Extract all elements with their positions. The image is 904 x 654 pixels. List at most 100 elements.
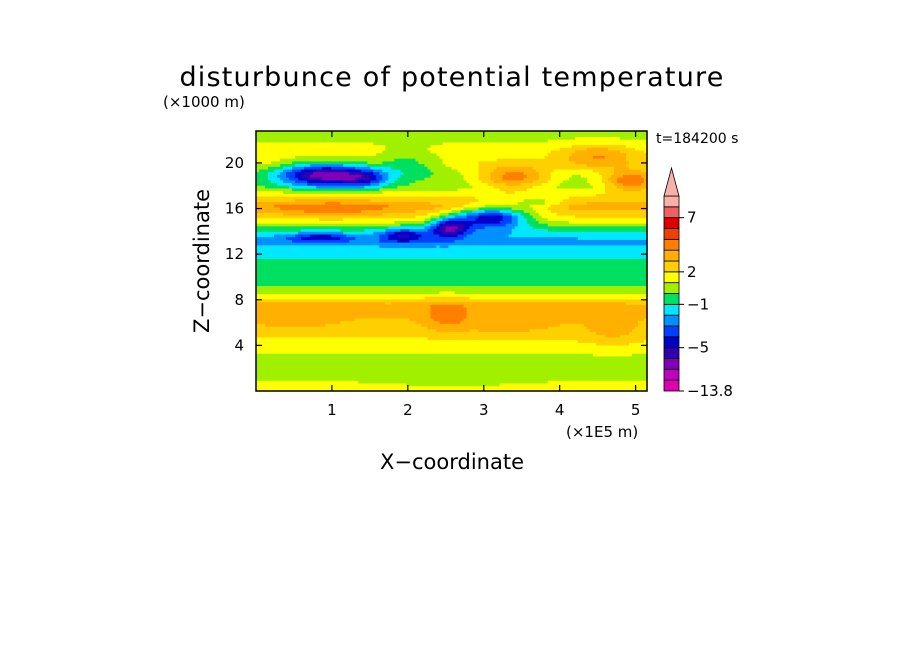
field-cell <box>586 163 627 167</box>
field-cell <box>448 212 459 216</box>
field-cell <box>511 231 648 235</box>
field-cell <box>439 214 447 219</box>
field-cell <box>358 380 549 384</box>
field-cell <box>394 179 416 184</box>
field-cell <box>298 231 344 235</box>
field-cell <box>256 355 648 360</box>
field-cell <box>295 163 311 167</box>
contour-field <box>256 131 648 392</box>
field-cell <box>616 177 645 181</box>
field-cell <box>283 190 383 194</box>
field-cell <box>256 382 407 387</box>
plot-frame <box>255 130 648 392</box>
field-cell <box>604 182 615 186</box>
field-cell <box>451 206 465 211</box>
field-cell <box>256 258 648 262</box>
field-cell <box>568 196 648 200</box>
y-axis-label: Z−coordinate <box>190 189 214 333</box>
colorbar-label: 2 <box>687 263 697 281</box>
field-cell <box>445 214 456 219</box>
field-cell <box>295 155 441 159</box>
field-cell <box>295 198 371 203</box>
field-cell <box>388 233 398 238</box>
field-cell <box>427 212 441 216</box>
field-cell <box>463 317 645 322</box>
field-cell <box>532 179 549 184</box>
field-cell <box>430 174 465 178</box>
field-cell <box>256 152 377 156</box>
field-cell <box>517 201 546 205</box>
field-cell <box>433 171 462 175</box>
field-cell <box>442 204 465 208</box>
field-cell <box>427 166 453 170</box>
field-cell <box>430 315 468 319</box>
field-cell <box>616 185 648 189</box>
field-cell <box>643 179 648 184</box>
field-cell <box>379 179 386 184</box>
field-cell <box>526 187 606 192</box>
y-tick-label: 8 <box>234 291 244 309</box>
field-cell <box>256 201 326 205</box>
field-cell <box>586 326 636 330</box>
field-cell <box>550 204 570 208</box>
field-cell <box>481 179 495 184</box>
field-cell <box>463 206 480 211</box>
field-cell <box>256 385 648 389</box>
field-cell <box>526 217 537 221</box>
field-cell <box>598 171 615 175</box>
field-cell <box>256 214 417 219</box>
field-cell <box>256 136 576 140</box>
field-cell <box>256 149 383 154</box>
field-cell <box>331 233 347 238</box>
field-cell <box>541 182 561 186</box>
field-cell <box>547 206 570 211</box>
field-cell <box>310 233 332 238</box>
field-cell <box>325 201 341 205</box>
field-cell <box>256 252 648 257</box>
field-cell <box>475 217 504 221</box>
field-cell <box>595 331 630 335</box>
field-cell <box>355 177 371 181</box>
field-cell <box>607 177 618 181</box>
y-unit-label: (×1000 m) <box>163 93 245 111</box>
field-cell <box>520 182 543 186</box>
field-cell <box>559 323 585 327</box>
field-cell <box>265 185 290 189</box>
field-cell <box>523 198 546 203</box>
field-cell <box>523 171 540 175</box>
field-cell <box>427 326 549 330</box>
field-cell <box>445 228 456 232</box>
y-axis: 4 8 12 16 20 <box>225 154 647 354</box>
field-cell <box>256 131 648 135</box>
field-cell <box>490 177 504 181</box>
field-cell <box>382 177 389 181</box>
field-cell <box>394 220 426 224</box>
field-cell <box>256 344 648 349</box>
field-cell <box>640 168 648 173</box>
field-cell <box>256 141 374 146</box>
field-cell <box>574 214 648 219</box>
field-cell <box>436 328 471 333</box>
field-cell <box>499 382 648 387</box>
field-cell <box>283 179 296 184</box>
field-cell <box>391 166 429 170</box>
field-cell <box>382 168 401 173</box>
field-cell <box>550 171 600 175</box>
field-cell <box>256 179 272 184</box>
field-cell <box>604 334 621 338</box>
field-cell <box>538 220 570 224</box>
field-cell <box>430 304 465 308</box>
chart-title: disturbunce of potential temperature <box>179 62 724 93</box>
field-cell <box>256 353 594 357</box>
field-cell <box>532 185 558 189</box>
field-cell <box>256 293 648 297</box>
field-cell <box>256 323 266 327</box>
field-cell <box>355 317 410 322</box>
field-cell <box>622 174 642 178</box>
field-cell <box>595 342 630 346</box>
field-cell <box>256 177 269 181</box>
field-cell <box>571 152 627 156</box>
field-cell <box>256 239 293 243</box>
field-cell <box>547 179 564 184</box>
field-cell <box>517 223 531 227</box>
